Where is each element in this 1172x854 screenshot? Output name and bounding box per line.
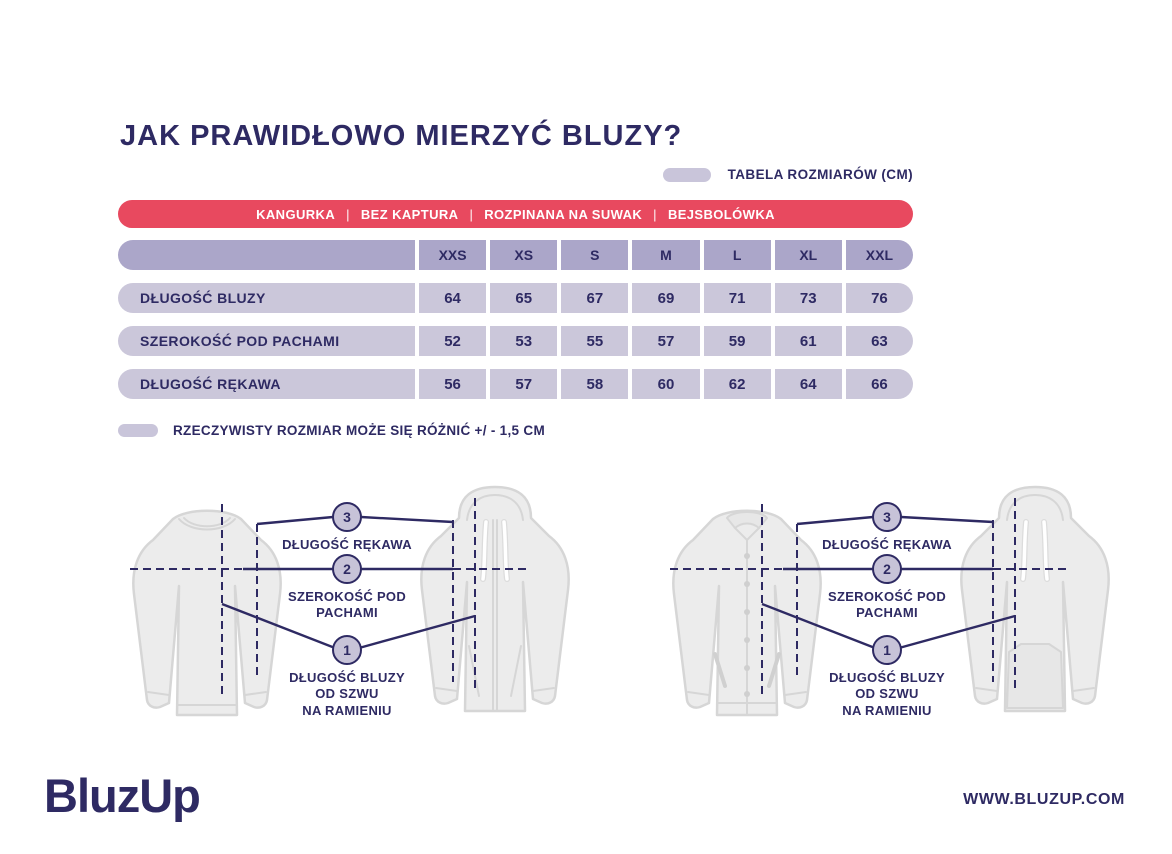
measure-label-length: DŁUGOŚĆ BLUZY OD SZWU NA RAMIENIU [829, 670, 945, 718]
page-title: JAK PRAWIDŁOWO MIERZYĆ BLUZY? [120, 120, 683, 152]
table-cell: 65 [490, 283, 558, 313]
table-cell: 69 [632, 283, 700, 313]
tolerance-note: RZECZYWISTY ROZMIAR MOŻE SIĘ RÓŻNIĆ +/ -… [118, 423, 545, 438]
table-cell: 60 [632, 369, 700, 399]
diagram-right-svg [670, 480, 1125, 717]
measure-diagram-left: 3 2 1 DŁUGOŚĆ RĘKAWA SZEROKOŚĆ POD PACHA… [115, 480, 585, 730]
table-cell: 59 [703, 326, 771, 356]
measure-point-3-badge: 3 [332, 502, 362, 532]
table-cell: 64 [419, 283, 487, 313]
legend-pill-icon [662, 167, 711, 182]
size-table-header-row: XXS XS S M L XL XXL [118, 240, 913, 270]
table-cell: 55 [561, 326, 629, 356]
measure-label-sleeve: DŁUGOŚĆ RĘKAWA [282, 537, 412, 552]
sleeve-connector-line [256, 515, 334, 526]
measure-point-2-badge: 2 [332, 554, 362, 584]
sleeve-connector-line [796, 515, 874, 526]
table-cell: 57 [632, 326, 700, 356]
note-pill-icon [118, 424, 158, 437]
table-row-dlugosc-rekawa: DŁUGOŚĆ RĘKAWA 56 57 58 60 62 64 66 [118, 369, 913, 399]
column-header: XL [774, 240, 842, 270]
column-header: XXL [845, 240, 913, 270]
measure-diagram-right: 3 2 1 DŁUGOŚĆ RĘKAWA SZEROKOŚĆ POD PACHA… [655, 480, 1125, 730]
table-cell: 73 [774, 283, 842, 313]
row-label: DŁUGOŚĆ BLUZY [118, 283, 415, 313]
table-row-dlugosc-bluzy: DŁUGOŚĆ BLUZY 64 65 67 69 71 73 76 [118, 283, 913, 313]
table-cell: 71 [703, 283, 771, 313]
column-header: XS [490, 240, 558, 270]
measure-label-chest: SZEROKOŚĆ POD PACHAMI [287, 589, 407, 621]
column-header: M [632, 240, 700, 270]
column-header: S [561, 240, 629, 270]
table-cell: 57 [490, 369, 558, 399]
measure-label-chest: SZEROKOŚĆ POD PACHAMI [827, 589, 947, 621]
banner-separator: | [346, 206, 350, 222]
banner-item: BEZ KAPTURA [360, 206, 459, 222]
sleeve-connector-line [900, 515, 994, 524]
banner-separator: | [469, 206, 474, 222]
table-cell: 56 [419, 369, 487, 399]
measure-label-sleeve: DŁUGOŚĆ RĘKAWA [822, 537, 952, 552]
row-label: DŁUGOŚĆ RĘKAWA [118, 369, 415, 399]
table-cell: 64 [774, 369, 842, 399]
length-connector-line [898, 614, 1016, 650]
banner-item: ROZPINANA NA SUWAK [484, 206, 643, 222]
row-label: SZEROKOŚĆ POD PACHAMI [118, 326, 415, 356]
banner-separator: | [653, 206, 657, 222]
measure-point-3-badge: 3 [872, 502, 902, 532]
column-header: L [703, 240, 771, 270]
table-cell: 67 [561, 283, 629, 313]
banner-item: BEJSBOLÓWKA [667, 206, 775, 222]
sleeve-connector-line [360, 515, 454, 524]
measure-point-1-badge: 1 [332, 635, 362, 665]
length-connector-line [358, 614, 476, 650]
brand-logo: BluzUp [44, 769, 201, 822]
size-table-legend: TABELA ROZMIARÓW (CM) [662, 167, 913, 182]
column-header: XXS [419, 240, 487, 270]
table-cell: 58 [561, 369, 629, 399]
length-connector-line [221, 602, 336, 650]
note-text: RZECZYWISTY ROZMIAR MOŻE SIĘ RÓŻNIĆ +/ -… [173, 423, 545, 438]
table-cell: 66 [845, 369, 913, 399]
table-cell: 76 [845, 283, 913, 313]
table-row-szerokosc-pod-pachami: SZEROKOŚĆ POD PACHAMI 52 53 55 57 59 61 … [118, 326, 913, 356]
table-cell: 62 [703, 369, 771, 399]
category-banner: KANGURKA | BEZ KAPTURA | ROZPINANA NA SU… [118, 200, 913, 228]
header-label-cell [118, 240, 415, 270]
banner-item: KANGURKA [256, 206, 336, 222]
legend-label: TABELA ROZMIARÓW (CM) [727, 167, 913, 182]
length-connector-line [761, 602, 876, 650]
measure-point-2-badge: 2 [872, 554, 902, 584]
table-cell: 61 [774, 326, 842, 356]
table-cell: 53 [490, 326, 558, 356]
website-url: WWW.BLUZUP.COM [963, 791, 1125, 808]
table-cell: 52 [419, 326, 487, 356]
measure-label-length: DŁUGOŚĆ BLUZY OD SZWU NA RAMIENIU [289, 670, 405, 718]
measure-point-1-badge: 1 [872, 635, 902, 665]
size-table: XXS XS S M L XL XXL DŁUGOŚĆ BLUZY 64 65 … [118, 240, 913, 412]
table-cell: 63 [845, 326, 913, 356]
